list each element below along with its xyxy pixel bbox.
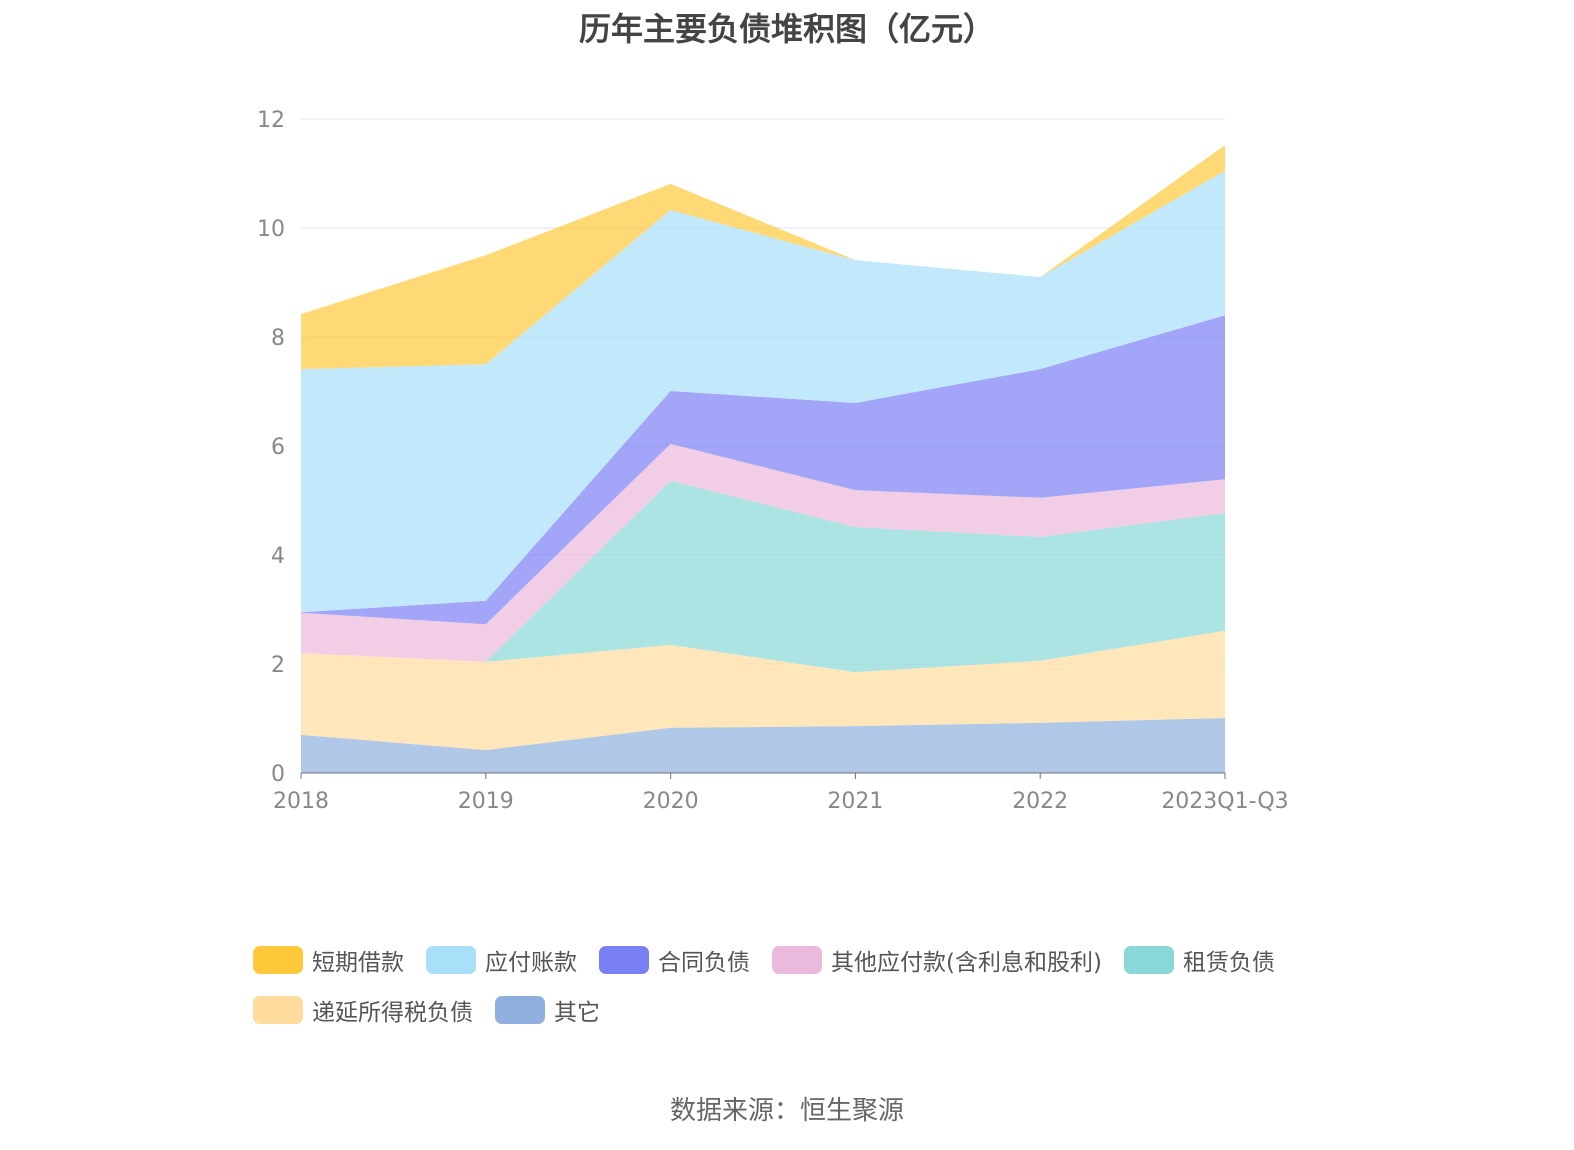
legend-label: 合同负债 bbox=[658, 950, 750, 976]
x-tick-label: 2022 bbox=[1012, 789, 1068, 814]
x-tick-label: 2018 bbox=[273, 789, 329, 814]
legend-label: 其他应付款(含利息和股利) bbox=[831, 950, 1102, 976]
legend-item[interactable]: 合同负债 bbox=[599, 945, 750, 976]
legend: 短期借款 应付账款 合同负债 其他应付款(含利息和股利) 租赁负债递延所得税负债 其它 bbox=[253, 945, 1333, 1026]
legend-label: 应付账款 bbox=[485, 950, 577, 976]
x-tick-label: 2021 bbox=[827, 789, 883, 814]
legend-item[interactable]: 递延所得税负债 bbox=[253, 995, 473, 1026]
legend-label: 租赁负债 bbox=[1182, 950, 1275, 976]
legend-item[interactable]: 应付账款 bbox=[426, 945, 577, 976]
legend-swatch bbox=[253, 946, 303, 974]
area-其它 bbox=[301, 717, 1225, 773]
legend-swatch bbox=[426, 946, 476, 974]
area-合同负债 bbox=[301, 315, 1225, 625]
x-tick-label: 2023Q1-Q3 bbox=[1161, 789, 1288, 814]
y-tick-label: 10 bbox=[257, 217, 285, 242]
area-其他应付款(含利息和股利) bbox=[301, 443, 1225, 662]
area-短期借款 bbox=[301, 145, 1225, 370]
legend-item[interactable]: 租赁负债 bbox=[1123, 945, 1275, 976]
area-租赁负债 bbox=[301, 480, 1225, 673]
legend-swatch bbox=[772, 946, 822, 974]
y-tick-label: 8 bbox=[271, 326, 285, 351]
chart-title: 历年主要负债堆积图（亿元） bbox=[578, 10, 995, 48]
legend-swatch bbox=[253, 996, 303, 1024]
chart-plot: 0 2 4 6 8 10 12 2018 2019 2020 2021 2022 2023Q1-Q3 bbox=[257, 108, 1289, 814]
legend-label: 递延所得税负债 bbox=[312, 1000, 473, 1026]
legend-swatch bbox=[495, 996, 545, 1024]
legend-label: 其它 bbox=[554, 1000, 600, 1026]
legend-swatch bbox=[1123, 946, 1174, 974]
y-tick-label: 6 bbox=[271, 435, 285, 460]
y-tick-label: 4 bbox=[271, 544, 285, 569]
y-tick-label: 12 bbox=[257, 108, 285, 133]
y-tick-label: 2 bbox=[271, 653, 285, 678]
legend-item[interactable]: 其它 bbox=[495, 995, 600, 1026]
legend-item[interactable]: 其他应付款(含利息和股利) bbox=[772, 945, 1102, 976]
area-递延所得税负债 bbox=[301, 630, 1225, 751]
x-tick-label: 2019 bbox=[458, 789, 514, 814]
legend-item[interactable]: 短期借款 bbox=[253, 945, 404, 976]
y-tick-label: 0 bbox=[271, 762, 285, 787]
data-source: 数据来源：恒生聚源 bbox=[669, 1096, 904, 1126]
legend-label: 短期借款 bbox=[312, 950, 404, 976]
legend-swatch bbox=[599, 946, 649, 974]
area-应付账款 bbox=[301, 170, 1225, 613]
x-tick-label: 2020 bbox=[643, 789, 699, 814]
